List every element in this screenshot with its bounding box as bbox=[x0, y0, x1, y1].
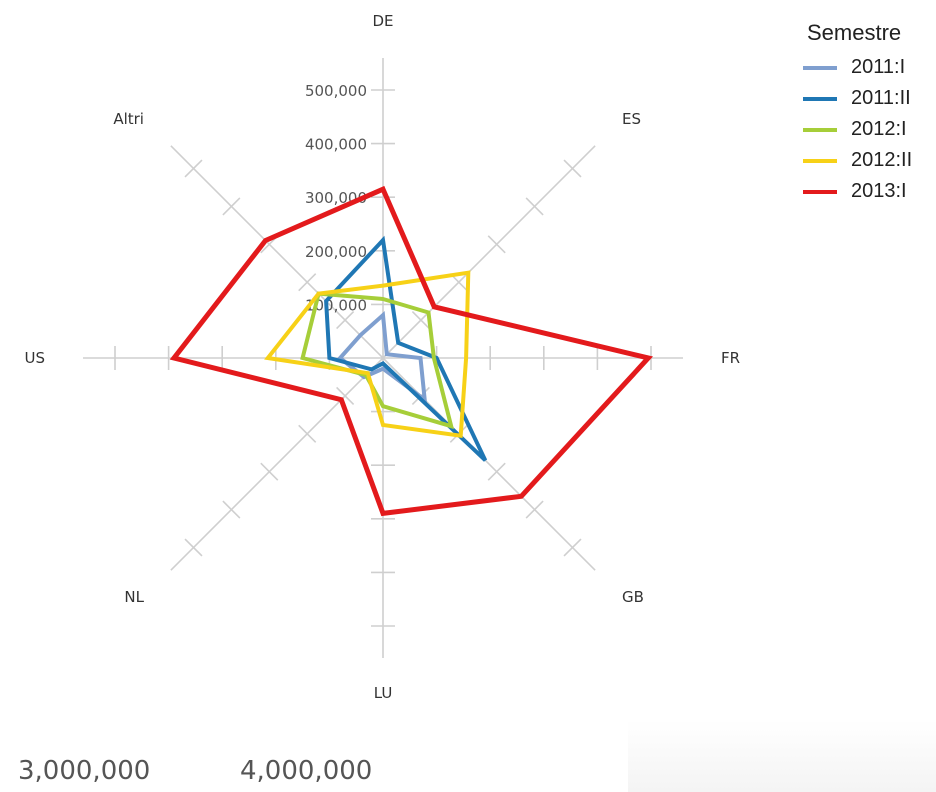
radial-tick-label: 200,000 bbox=[305, 243, 367, 261]
axis-tick bbox=[525, 500, 544, 519]
radar-labels: DE ES FR GB LU NL US Altri bbox=[24, 12, 740, 702]
legend-label: 2012:I bbox=[851, 118, 907, 140]
series-2011-i bbox=[337, 310, 428, 405]
legend-title: Semestre bbox=[807, 20, 902, 45]
category-label-nl: NL bbox=[124, 588, 144, 606]
axis-tick bbox=[487, 235, 506, 254]
category-label-us: US bbox=[24, 349, 45, 367]
category-label-es: ES bbox=[622, 110, 641, 128]
axis-tick bbox=[563, 538, 582, 557]
series-2012-ii bbox=[264, 270, 471, 438]
radial-tick-label: 500,000 bbox=[305, 82, 367, 100]
legend-swatch bbox=[803, 127, 837, 132]
axis-tick bbox=[184, 538, 203, 557]
series-2012-i bbox=[300, 291, 455, 430]
axis-tick bbox=[298, 273, 317, 292]
axis-tick bbox=[336, 386, 355, 405]
corner-fade bbox=[628, 720, 936, 792]
axis-tick bbox=[411, 311, 430, 330]
category-label-fr: FR bbox=[721, 349, 740, 367]
series-2011-ii bbox=[324, 235, 488, 462]
legend-label: 2011:I bbox=[851, 56, 906, 78]
legend-swatch bbox=[803, 65, 837, 70]
legend-swatch bbox=[803, 96, 837, 101]
legend-swatch bbox=[803, 189, 837, 194]
radial-tick-label: 400,000 bbox=[305, 136, 367, 154]
axis-tick bbox=[336, 311, 355, 330]
axis-tick bbox=[222, 197, 241, 216]
legend: Semestre 2011:I 2011:II 2012:I 2012:II 2013:… bbox=[795, 20, 931, 207]
radial-tick-label: 100,000 bbox=[305, 296, 367, 314]
bottom-axis-label-4m: 4,000,000 bbox=[240, 756, 373, 786]
legend-label: 2013:I bbox=[851, 180, 907, 202]
bottom-axis-label-3m: 3,000,000 bbox=[18, 756, 151, 786]
category-label-lu: LU bbox=[374, 684, 393, 702]
axis-tick bbox=[563, 159, 582, 178]
radar-series bbox=[169, 185, 654, 517]
legend-item: 2011:II bbox=[795, 83, 931, 114]
axis-tick bbox=[298, 424, 317, 443]
axis-tick bbox=[525, 197, 544, 216]
axis-altri bbox=[170, 145, 384, 359]
axis-tick bbox=[184, 159, 203, 178]
legend-item: 2012:II bbox=[795, 145, 931, 176]
category-label-de: DE bbox=[372, 12, 393, 30]
legend-swatch bbox=[803, 158, 837, 163]
legend-item: 2013:I bbox=[795, 176, 931, 207]
axis-tick bbox=[260, 462, 279, 481]
series-2013-i bbox=[169, 185, 654, 517]
category-label-altri: Altri bbox=[113, 110, 144, 128]
axis-tick bbox=[222, 500, 241, 519]
axis-nl bbox=[170, 357, 384, 571]
legend-item: 2011:I bbox=[795, 52, 931, 83]
axis-tick bbox=[487, 462, 506, 481]
legend-item: 2012:I bbox=[795, 114, 931, 145]
legend-label: 2011:II bbox=[851, 87, 911, 109]
legend-label: 2012:II bbox=[851, 149, 913, 171]
category-label-gb: GB bbox=[622, 588, 644, 606]
axis-es bbox=[382, 145, 596, 359]
axis-gb bbox=[382, 357, 596, 571]
legend-items: 2011:I 2011:II 2012:I 2012:II 2013:I bbox=[795, 52, 931, 207]
